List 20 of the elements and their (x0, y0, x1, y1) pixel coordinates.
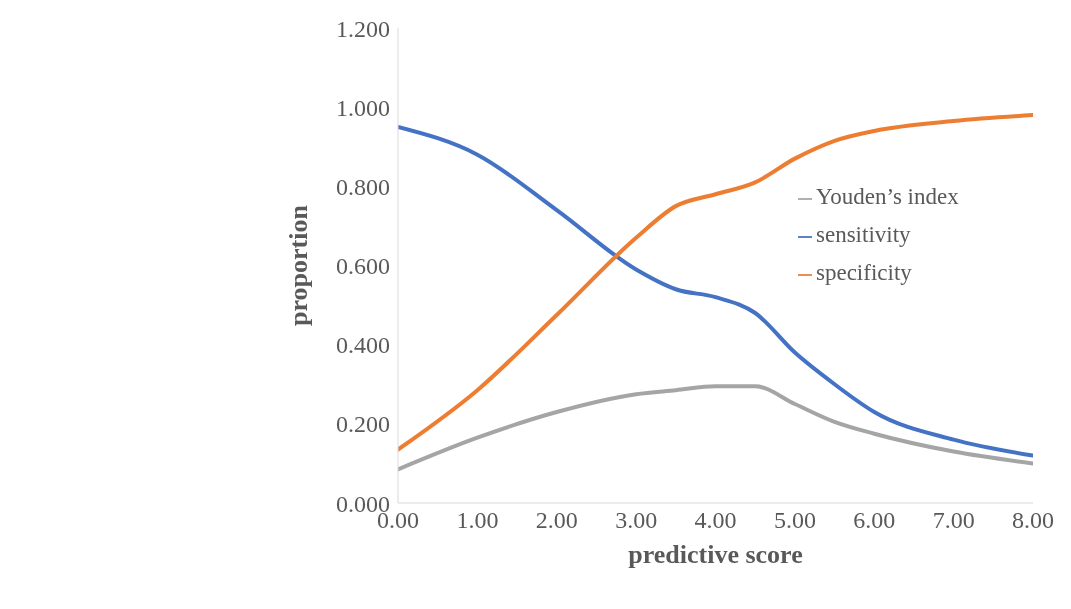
y-tick-label: 0.600 (336, 253, 390, 280)
y-tick-label: 1.000 (336, 94, 390, 121)
x-tick-label: 2.00 (535, 507, 578, 534)
x-tick-label: 4.00 (694, 507, 737, 534)
x-tick-label: 5.00 (773, 507, 816, 534)
y-tick-label: 0.800 (336, 173, 390, 200)
y-tick-label: 1.200 (336, 15, 390, 42)
x-tick-label: 1.00 (456, 507, 499, 534)
x-tick-label: 3.00 (615, 507, 658, 534)
x-tick-label: 6.00 (853, 507, 896, 534)
x-tick-label: 7.00 (932, 507, 975, 534)
y-tick-label: 0.200 (336, 411, 390, 438)
legend-label: Youden’s index (816, 184, 959, 209)
x-axis-title: predictive score (628, 540, 803, 569)
legend-label: specificity (816, 260, 912, 285)
y-axis-title: proportion (284, 204, 314, 326)
y-tick-label: 0.400 (336, 332, 390, 359)
line-series (398, 384, 1033, 472)
legend-label: sensitivity (816, 222, 911, 247)
x-tick-label: 8.00 (1012, 507, 1054, 534)
